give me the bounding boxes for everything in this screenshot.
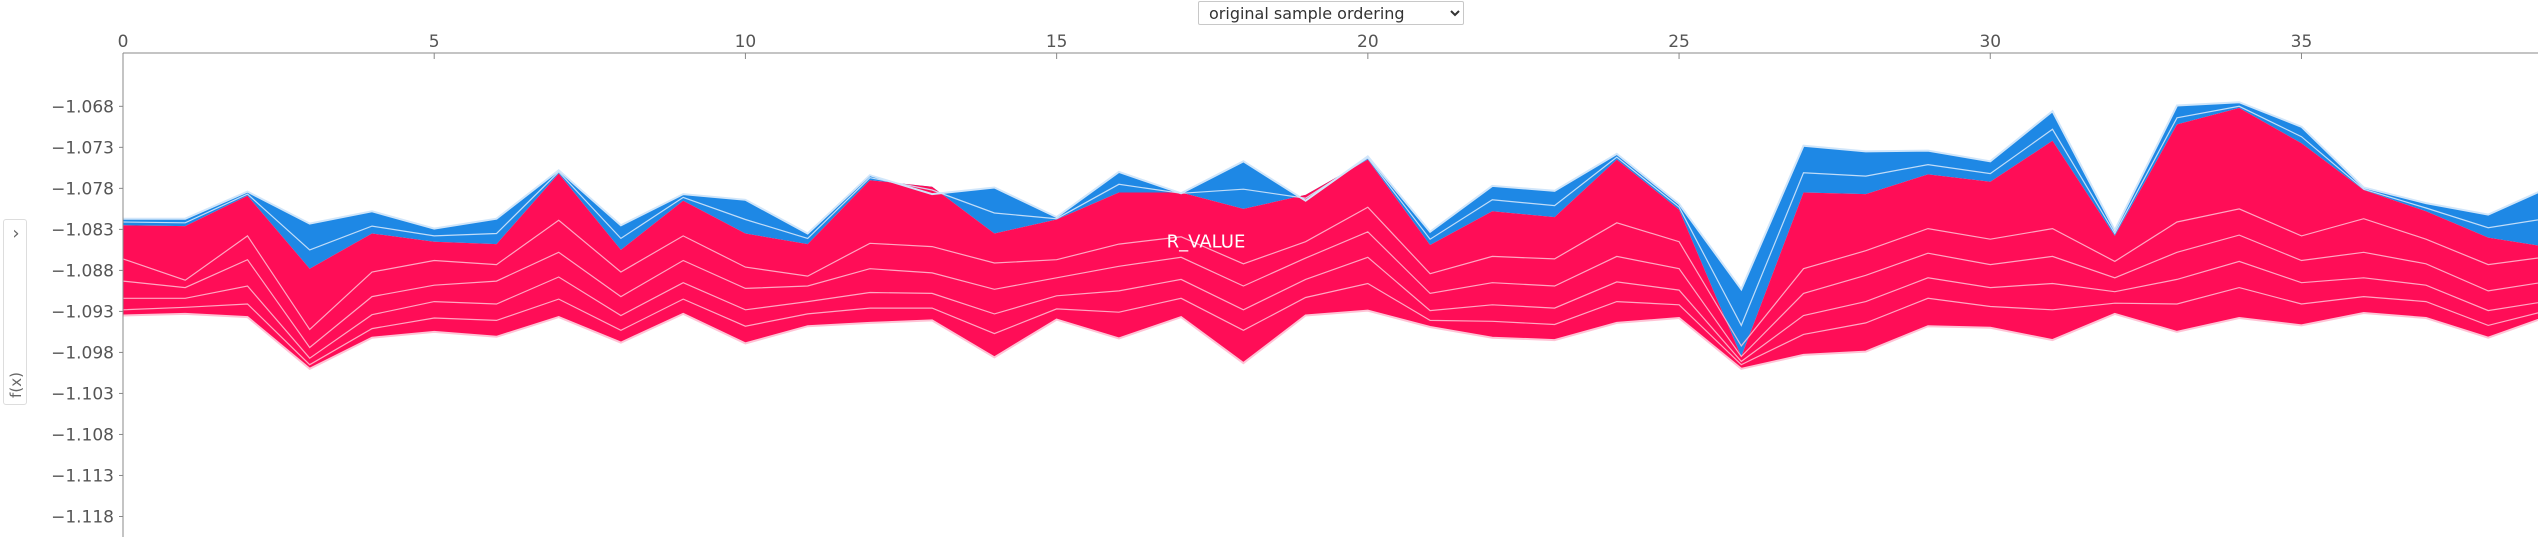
axes xyxy=(119,52,2538,537)
y-tick-label: −1.078 xyxy=(51,179,114,199)
x-tick-label: 0 xyxy=(118,32,129,52)
y-tick-label: −1.113 xyxy=(51,466,114,486)
plot-areas xyxy=(123,102,2538,369)
x-tick-label: 20 xyxy=(1357,32,1379,52)
x-tick-label: 5 xyxy=(429,32,440,52)
positive-contribution-line xyxy=(122,231,2538,358)
x-tick-label: 35 xyxy=(2291,32,2313,52)
chevron-right-icon[interactable]: › xyxy=(12,223,20,244)
feature-label: R_VALUE xyxy=(1167,232,1246,253)
y-tick-label: −1.088 xyxy=(51,261,114,281)
positive-contribution-line xyxy=(123,256,2538,363)
x-tick-label: 30 xyxy=(1979,32,2001,52)
sample-ordering-select[interactable]: original sample ordering xyxy=(1198,1,1464,25)
x-tick-label: 25 xyxy=(1668,32,1690,52)
x-tick-label: 10 xyxy=(735,32,757,52)
y-tick-label: −1.103 xyxy=(51,384,114,404)
y-tick-label: −1.068 xyxy=(51,97,114,117)
base-edge-line xyxy=(122,309,2538,370)
positive-contribution-line xyxy=(122,206,2538,347)
tick-labels: 0 5 10 15 20 25 30 35 −1.068 −1.073 −1.078 −1.083 −1… xyxy=(51,32,2312,527)
y-tick-label: −1.093 xyxy=(51,302,114,322)
upper-edge-line xyxy=(123,101,2538,292)
y-tick-label: −1.098 xyxy=(51,343,114,363)
y-tick-label: −1.073 xyxy=(51,138,114,158)
positive-contribution-line xyxy=(122,282,2538,366)
y-tick-label: −1.118 xyxy=(51,507,114,527)
annotations: R_VALUE xyxy=(1167,232,1246,253)
contribution-lines xyxy=(122,101,2538,370)
yaxis-toggle[interactable]: › f(x) xyxy=(3,219,27,405)
positive-area xyxy=(123,108,2538,369)
y-tick-label: −1.108 xyxy=(51,425,114,445)
x-tick-label: 15 xyxy=(1046,32,1068,52)
y-tick-label: −1.083 xyxy=(51,220,114,240)
